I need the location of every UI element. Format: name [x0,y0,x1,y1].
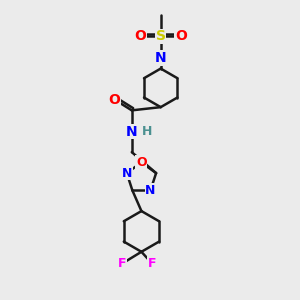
Text: H: H [142,125,152,138]
Text: F: F [118,257,126,270]
Text: O: O [134,29,146,44]
Text: O: O [175,29,187,44]
Text: N: N [126,125,138,139]
Text: N: N [155,51,167,65]
Text: O: O [136,156,147,169]
Text: O: O [109,93,121,106]
Text: S: S [156,29,166,44]
Text: N: N [122,167,132,180]
Text: F: F [148,257,156,270]
Text: N: N [145,184,156,197]
